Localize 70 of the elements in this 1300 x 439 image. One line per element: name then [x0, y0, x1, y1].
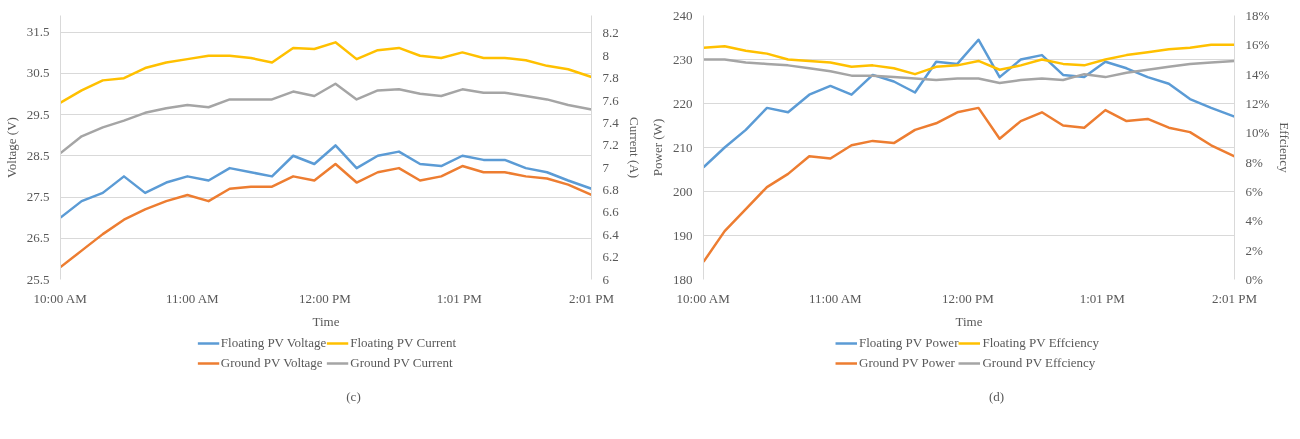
y2-tick-label: 8.2 [602, 25, 619, 41]
x-tick-label: 12:00 PM [942, 290, 995, 306]
legend-label: Floating PV Current [350, 335, 457, 351]
y2-tick-label: 12% [1245, 96, 1270, 111]
y2-axis-title: Effciency [1277, 122, 1293, 174]
y2-tick-label: 7.6 [602, 92, 620, 108]
line-series [60, 41, 592, 104]
legend-label: Ground PV Current [350, 355, 453, 371]
y-tick-label: 28.5 [26, 147, 50, 163]
x-tick-label: 11:00 AM [809, 290, 863, 306]
y2-tick-label: 16% [1245, 37, 1270, 53]
y2-tick-label: 6.2 [602, 249, 619, 265]
y-tick-label: 29.5 [26, 106, 50, 122]
x-tick-label: 12:00 PM [299, 290, 352, 306]
y2-tick-label: 8 [602, 47, 609, 63]
x-tick-label: 11:00 AM [166, 290, 220, 306]
line-series [60, 144, 592, 219]
x-axis-title: Time [312, 313, 340, 329]
y2-tick-label: 7.8 [602, 70, 619, 86]
y-tick-label: 180 [673, 271, 693, 287]
y2-tick-label: 2% [1245, 242, 1263, 258]
line-series [703, 38, 1235, 169]
legend-label: Ground PV Effciency [982, 355, 1096, 371]
y2-tick-label: 8% [1245, 154, 1263, 170]
x-tick-label: 1:01 PM [1079, 290, 1126, 306]
y-axis-title: Voltage (V) [3, 117, 19, 178]
y-tick-label: 31.5 [26, 24, 50, 39]
x-axis-title: Time [955, 313, 983, 329]
line-series [703, 106, 1235, 264]
text: (c) [346, 388, 361, 404]
y-axis-title: Power (W) [650, 118, 665, 177]
y2-tick-label: 6.8 [602, 182, 619, 198]
x-tick-label: 10:00 AM [33, 290, 88, 306]
x-tick-label: 10:00 AM [676, 290, 731, 306]
y2-tick-label: 18% [1245, 8, 1270, 23]
line-series [703, 58, 1235, 85]
y-tick-label: 190 [673, 227, 693, 243]
y2-tick-label: 6.4 [602, 226, 620, 242]
x-tick-label: 2:01 PM [568, 290, 615, 306]
y2-tick-label: 14% [1245, 66, 1270, 82]
line-series [60, 162, 592, 269]
text: (d) [988, 388, 1005, 404]
legend-label: Ground PV Voltage [220, 355, 323, 371]
y-tick-label: 240 [673, 7, 693, 23]
y2-axis-title: Current (A) [626, 117, 642, 179]
legend-label: Floating PV Power [859, 335, 959, 351]
y2-tick-label: 7 [602, 159, 610, 175]
y2-tick-label: 4% [1245, 213, 1263, 229]
line-series [703, 43, 1235, 76]
line-series [60, 82, 592, 155]
y-tick-label: 220 [673, 95, 693, 111]
y2-tick-label: 7.4 [602, 114, 620, 130]
y-tick-label: 210 [673, 139, 693, 155]
y2-tick-label: 6% [1245, 184, 1263, 199]
legend-label: Floating PV Voltage [220, 335, 327, 351]
legend-label: Ground PV Power [859, 355, 955, 371]
x-tick-label: 1:01 PM [436, 290, 483, 306]
y-tick-label: 230 [673, 51, 693, 67]
y2-tick-label: 6 [602, 271, 610, 287]
legend-label: Floating PV Effciency [982, 335, 1099, 351]
y-tick-label: 27.5 [26, 189, 50, 204]
y2-tick-label: 10% [1245, 125, 1270, 141]
y2-tick-label: 0% [1245, 272, 1263, 287]
y-tick-label: 30.5 [26, 65, 50, 81]
y-tick-label: 26.5 [26, 230, 50, 246]
x-tick-label: 2:01 PM [1211, 290, 1258, 306]
y2-tick-label: 6.6 [602, 204, 620, 220]
y2-tick-label: 7.2 [602, 137, 619, 153]
y-tick-label: 25.5 [26, 271, 50, 287]
y-tick-label: 200 [673, 183, 693, 199]
